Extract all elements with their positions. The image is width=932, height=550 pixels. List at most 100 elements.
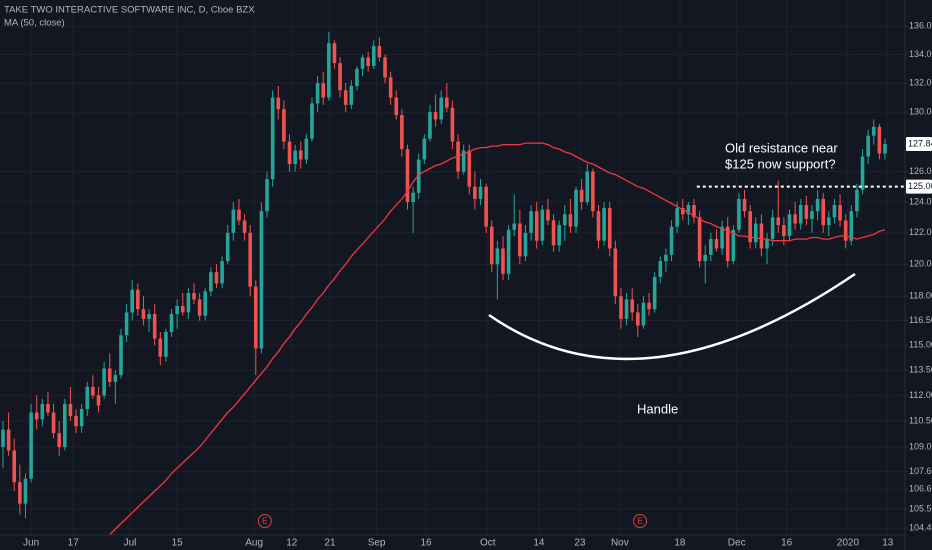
y-tick-label: 107.60 (909, 466, 932, 476)
candle-body (855, 189, 859, 212)
candle-body (871, 126, 876, 136)
candle-body (338, 63, 342, 91)
candle-body (495, 248, 500, 265)
earnings-event (257, 514, 272, 528)
candle-body (113, 375, 118, 382)
candle-body (298, 150, 303, 160)
candle-body (529, 211, 533, 233)
y-tick-label: 104.45 (909, 522, 932, 532)
candle-body (849, 211, 854, 241)
y-tick-label: 126.00 (909, 166, 932, 176)
candle-body (703, 254, 708, 262)
candle-body (450, 107, 455, 142)
x-tick-label: 16 (420, 538, 432, 549)
candle-body (821, 198, 826, 226)
candle-body (731, 229, 736, 262)
candle-body (866, 135, 870, 157)
x-tick-label: 17 (68, 538, 80, 549)
candle-body (411, 192, 415, 202)
x-tick-label: Nov (611, 538, 629, 549)
candle-body (827, 217, 831, 226)
candle-body (152, 314, 157, 339)
x-tick-label: Oct (480, 538, 496, 549)
x-tick-label: 13 (882, 538, 894, 549)
y-tick-label: 105.50 (909, 503, 932, 513)
candle-body (282, 109, 286, 142)
annotation: $125 now support? (725, 156, 836, 171)
candle-body (585, 171, 590, 202)
candle-body (686, 205, 691, 215)
candle-body (489, 226, 494, 265)
candle-body (68, 403, 73, 416)
candle-body (259, 211, 264, 349)
candle-body (147, 314, 151, 319)
candle-body (523, 232, 528, 257)
candle-body (327, 43, 331, 98)
candle-body (136, 289, 140, 310)
candle-body (405, 149, 410, 202)
candle-body (254, 286, 258, 349)
grid (0, 0, 905, 535)
candle-body (877, 126, 882, 154)
cup-arc (488, 272, 856, 361)
candle-body (557, 225, 561, 246)
candle-body (770, 217, 775, 240)
x-tick-label: 14 (533, 538, 545, 549)
candle-body (720, 226, 724, 249)
x-tick-label: 21 (324, 538, 336, 549)
candle-body (832, 205, 837, 218)
candle-body (74, 415, 78, 427)
x-tick-label: 12 (286, 538, 298, 549)
x-tick-label: 18 (674, 538, 686, 549)
y-tick-label: 130.00 (909, 107, 932, 117)
y-tick-label: 124.00 (909, 196, 932, 206)
candle-body (602, 208, 606, 241)
candle-body (400, 115, 404, 150)
y-tick-label: 109.00 (909, 441, 932, 451)
candle-body (203, 291, 208, 316)
candle-body (664, 254, 668, 262)
candle-body (276, 97, 281, 110)
candle-body (562, 214, 567, 226)
candle-body (574, 189, 578, 227)
candle-body (242, 220, 247, 233)
candle-body (501, 248, 505, 274)
candle-body (568, 214, 573, 227)
candle-body (793, 214, 797, 224)
y-tick-label: 118.00 (909, 291, 932, 301)
candle-body (186, 293, 191, 313)
candle-body (209, 272, 213, 292)
candle-body (180, 305, 185, 313)
candle-body (377, 46, 382, 58)
earnings-label: E (637, 517, 642, 526)
candle-body (613, 248, 618, 297)
candle-body (445, 97, 449, 108)
y-tick-label: 132.00 (909, 77, 932, 87)
candle-body (287, 141, 292, 165)
candle-body (175, 305, 179, 315)
candle-body (433, 112, 438, 120)
candle-body (141, 309, 146, 319)
candle-body (838, 205, 842, 221)
candle-body (546, 209, 550, 221)
y-tick-label: 110.50 (909, 415, 932, 425)
candle-body (798, 205, 803, 224)
candle-body (332, 43, 337, 64)
candle-body (630, 299, 634, 313)
candle-body (883, 143, 887, 154)
annotation: Old resistance near (725, 140, 838, 155)
earnings-label: E (262, 517, 267, 526)
ma-line (109, 142, 886, 535)
candle-body (1, 429, 5, 448)
candle-body (23, 478, 28, 504)
candle-body (394, 97, 399, 116)
candle-body (85, 386, 90, 410)
marks (1, 31, 905, 535)
candle-body (46, 403, 50, 413)
candle-body (534, 211, 539, 241)
y-tick-label: 134.00 (909, 49, 932, 59)
candle-body (18, 482, 22, 504)
candle-body (416, 159, 421, 193)
